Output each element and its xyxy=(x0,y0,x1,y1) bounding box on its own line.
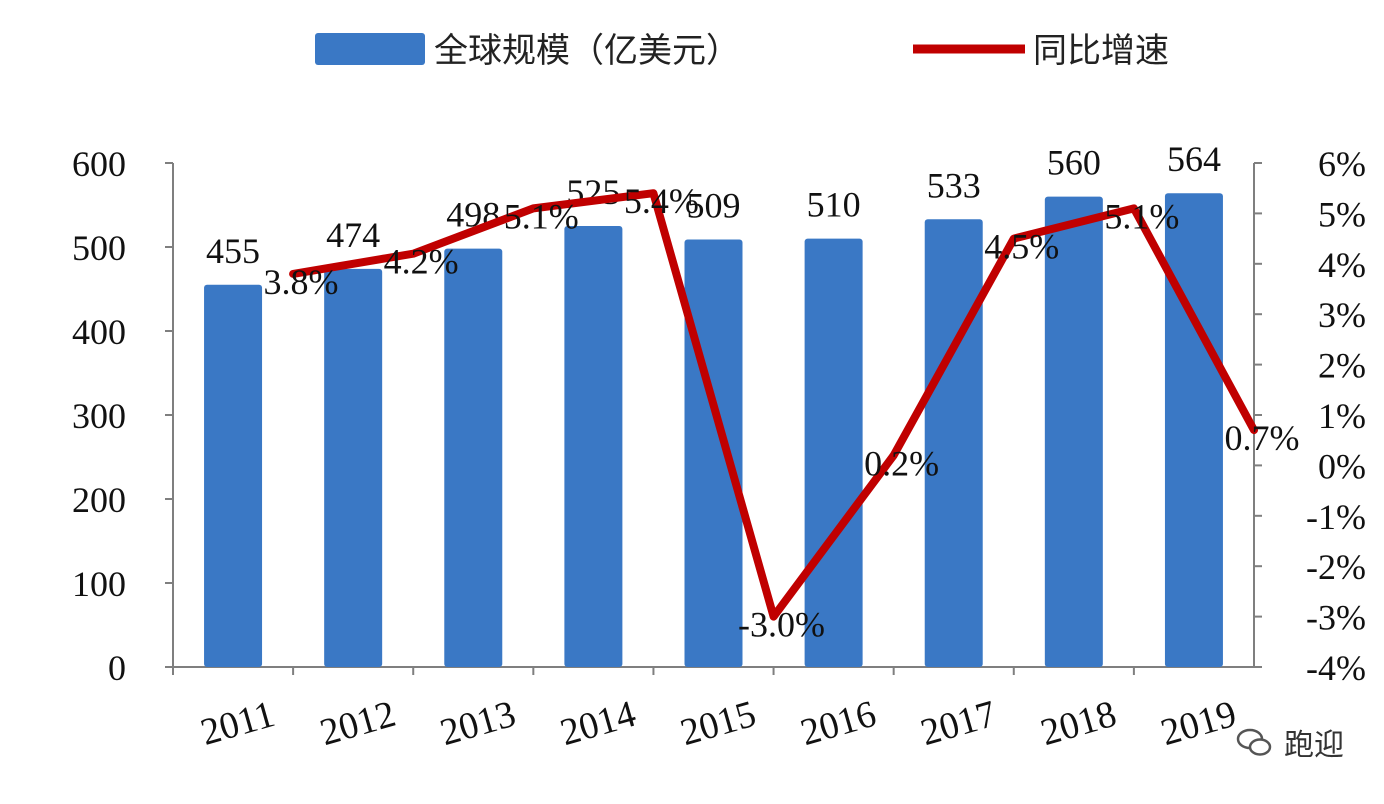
right-axis-tick-label: 5% xyxy=(1318,194,1366,234)
growth-label: 4.2% xyxy=(384,242,459,282)
growth-point xyxy=(770,613,777,620)
bar xyxy=(804,238,863,667)
left-axis-tick-label: 300 xyxy=(72,396,126,436)
growth-line-layer xyxy=(289,189,1258,621)
growth-label: 5.4% xyxy=(624,181,699,221)
right-axis-tick-label: 0% xyxy=(1318,446,1366,486)
x-axis-tick-label: 2015 xyxy=(676,693,761,754)
growth-label: 3.8% xyxy=(264,262,339,302)
growth-point xyxy=(1130,205,1137,212)
right-axis-tick-label: -4% xyxy=(1306,648,1366,688)
bar xyxy=(924,219,983,667)
legend: 全球规模（亿美元） 同比增速 xyxy=(315,31,1169,71)
left-axis-tick-label: 500 xyxy=(72,228,126,268)
growth-point xyxy=(1251,427,1257,434)
wechat-icon xyxy=(1236,728,1272,756)
x-axis-tick-label: 2013 xyxy=(436,693,521,754)
right-axis-tick-label: 3% xyxy=(1318,295,1366,335)
growth-point xyxy=(410,250,417,257)
right-axis-tick-label: -2% xyxy=(1306,547,1366,587)
x-axis-tick-label: 2012 xyxy=(316,693,401,754)
bar-value-label: 533 xyxy=(927,165,981,205)
bar xyxy=(324,268,383,667)
right-axis-tick-label: 6% xyxy=(1318,144,1366,184)
x-axis-tick-label: 2018 xyxy=(1036,693,1121,754)
bar xyxy=(684,239,743,667)
bar-value-label: 509 xyxy=(687,185,741,225)
x-axis-tick-label: 2019 xyxy=(1156,693,1241,754)
growth-label: 4.5% xyxy=(984,227,1059,267)
bar-value-label: 560 xyxy=(1047,143,1101,183)
right-axis-tick-label: 4% xyxy=(1318,245,1366,285)
growth-label: 0.7% xyxy=(1224,418,1299,458)
growth-point xyxy=(290,270,297,277)
bar-value-label: 455 xyxy=(206,231,260,271)
right-axis-tick-label: -3% xyxy=(1306,598,1366,638)
growth-labels: 3.8% 4.2% 5.1% 5.4% -3.0% 0.2% 4.5% 5.1% 0.7% xyxy=(264,181,1300,644)
bar xyxy=(444,248,503,667)
left-axis-tick-label: 400 xyxy=(72,312,126,352)
watermark-text: 跑迎 xyxy=(1284,728,1344,763)
bar-value-label: 474 xyxy=(326,215,380,255)
bar-value-label: 564 xyxy=(1167,139,1221,179)
bar xyxy=(204,284,263,667)
right-axis-tick-label: -1% xyxy=(1306,497,1366,537)
watermark: 跑迎 xyxy=(1234,720,1344,764)
bar-value-label: 510 xyxy=(807,185,861,225)
growth-label: 5.1% xyxy=(504,196,579,236)
legend-line-label: 同比增速 xyxy=(1033,31,1169,71)
growth-point xyxy=(530,205,537,212)
bars xyxy=(204,193,1223,668)
x-axis-tick-label: 2017 xyxy=(916,693,1001,754)
legend-bar-swatch xyxy=(315,33,425,65)
x-axis-tick-label: 2014 xyxy=(556,693,641,754)
right-axis-tick-label: 2% xyxy=(1318,346,1366,386)
growth-label: 0.2% xyxy=(864,443,939,483)
left-axis-tick-label: 600 xyxy=(72,144,126,184)
bar xyxy=(1044,196,1103,667)
growth-point xyxy=(650,190,657,197)
left-axis-tick-label: 100 xyxy=(72,564,126,604)
left-axis-tick-label: 200 xyxy=(72,480,126,520)
bar xyxy=(1164,193,1223,668)
left-axis-tick-label: 0 xyxy=(108,648,126,688)
growth-label: -3.0% xyxy=(738,605,825,645)
x-axis-tick-label: 2016 xyxy=(796,693,881,754)
right-axis-tick-label: 1% xyxy=(1318,396,1366,436)
growth-label: 5.1% xyxy=(1104,196,1179,236)
legend-bar-label: 全球规模（亿美元） xyxy=(434,31,740,71)
growth-point xyxy=(1010,235,1017,242)
x-axis-tick-label: 2011 xyxy=(196,693,279,754)
growth-point xyxy=(890,452,897,459)
bar xyxy=(564,226,623,667)
